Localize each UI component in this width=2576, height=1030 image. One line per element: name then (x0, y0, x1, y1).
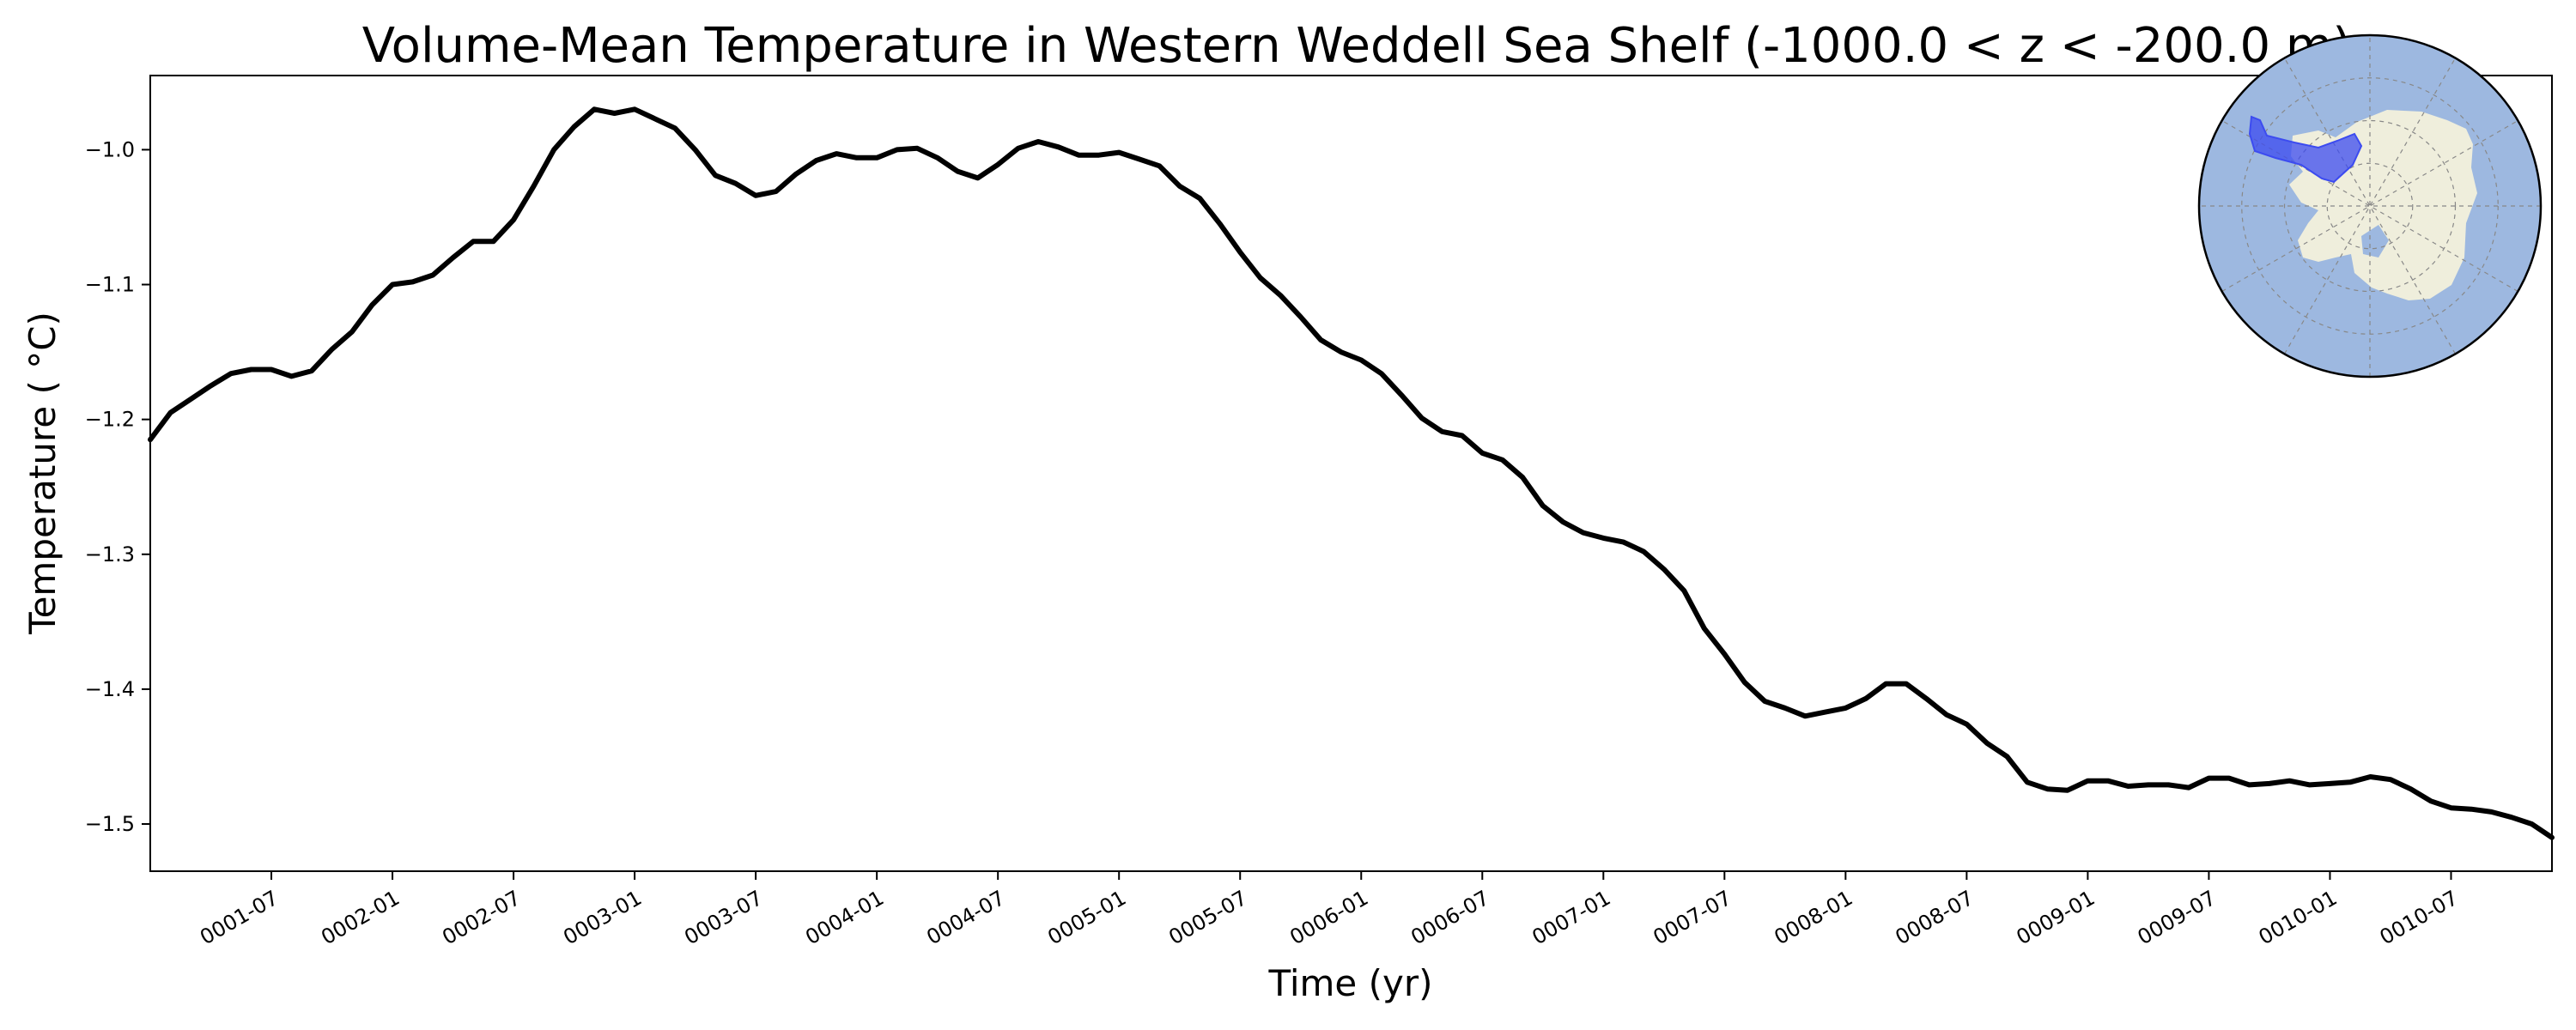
x-tick-label: 0009-01 (2013, 886, 2099, 949)
x-tick-label: 0003-07 (680, 886, 767, 949)
y-tick-label: −1.0 (85, 137, 135, 161)
map-latitude-circle (2326, 162, 2414, 250)
x-tick-label: 0010-07 (2376, 886, 2463, 949)
x-tick-label: 0008-07 (1892, 886, 1978, 949)
y-axis-label: Temperature ( °C) (21, 312, 64, 635)
ice-shelf-notch (2361, 225, 2389, 258)
x-tick-label: 0010-01 (2255, 886, 2342, 949)
x-tick-label: 0004-01 (801, 886, 888, 949)
x-axis-label: Time (yr) (1267, 962, 1432, 1004)
x-tick-label: 0002-07 (438, 886, 525, 949)
chart-title: Volume-Mean Temperature in Western Wedde… (362, 18, 2352, 74)
x-tick-label: 0001-07 (196, 886, 283, 949)
x-tick-label: 0002-01 (317, 886, 404, 949)
map-latitude-circle (2283, 119, 2457, 293)
map-meridian-line (2283, 58, 2457, 354)
x-tick-label: 0003-01 (559, 886, 646, 949)
map-latitude-circle (2241, 77, 2499, 335)
plot-frame (149, 75, 2553, 872)
map-meridian-line (2283, 58, 2457, 354)
y-tick-label: −1.5 (85, 812, 135, 836)
x-tick-label: 0004-07 (922, 886, 1009, 949)
map-meridian-line (2221, 119, 2518, 293)
x-tick-label: 0007-07 (1649, 886, 1735, 949)
plot-area: −1.5−1.4−1.3−1.2−1.1−1.0 0001-07 0002-01 0… (85, 75, 2555, 949)
y-tick-label: −1.1 (85, 273, 135, 297)
western-weddell-shelf-region (2248, 115, 2363, 184)
x-tick-label: 0007-01 (1528, 886, 1614, 949)
x-tick-label: 0009-07 (2134, 886, 2221, 949)
x-tick-label: 0006-01 (1285, 886, 1372, 949)
x-tick-label: 0005-07 (1164, 886, 1251, 949)
inset-map-border (2197, 33, 2543, 379)
x-tick-label: 0008-01 (1771, 886, 1857, 949)
antarctica-inset-map (2197, 33, 2543, 379)
y-tick-label: −1.2 (85, 408, 135, 432)
x-axis: 0001-07 0002-01 0002-07 0003-01 0003-07 0004-… (196, 871, 2462, 949)
y-tick-label: −1.4 (85, 677, 135, 701)
y-axis: −1.5 −1.4 −1.3 −1.2 −1.1 −1.0 (85, 137, 150, 836)
x-tick-label: 0006-07 (1406, 886, 1493, 949)
temperature-series-line (148, 106, 2555, 840)
x-tick-label: 0005-01 (1043, 886, 1130, 949)
y-tick-label: −1.3 (85, 542, 135, 566)
